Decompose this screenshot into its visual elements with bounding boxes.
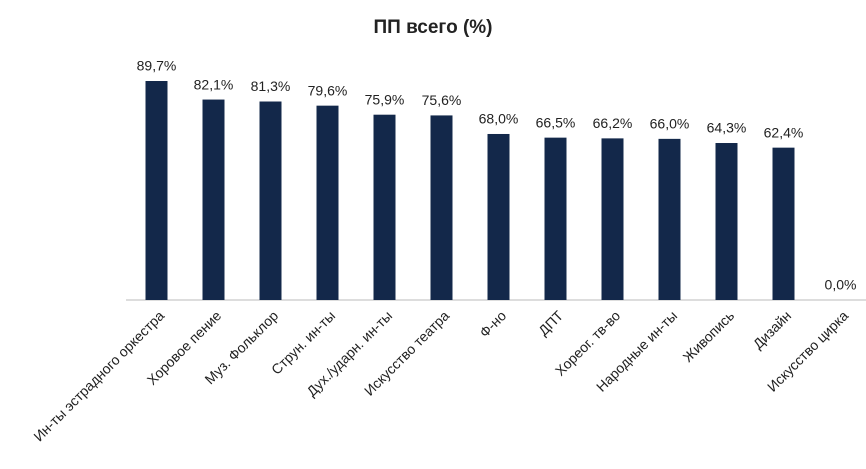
- bar: [430, 115, 453, 301]
- value-label: 66,5%: [536, 114, 576, 130]
- x-tick-label: Дизайн: [750, 307, 795, 352]
- bar: [487, 133, 510, 300]
- value-label: 66,2%: [593, 115, 633, 131]
- value-label: 82,1%: [194, 76, 234, 92]
- bar: [658, 138, 681, 300]
- value-label: 68,0%: [479, 111, 519, 127]
- value-label: 62,4%: [764, 124, 804, 140]
- value-label: 0,0%: [825, 277, 857, 293]
- bar: [772, 147, 795, 300]
- bar: [259, 101, 282, 300]
- bar: [544, 137, 567, 300]
- chart-title: ПП всего (%): [373, 17, 492, 38]
- value-label: 81,3%: [251, 78, 291, 94]
- value-label: 75,6%: [422, 92, 462, 108]
- value-label: 89,7%: [137, 58, 177, 74]
- bar: [316, 105, 339, 300]
- x-tick-label: Живопись: [680, 307, 738, 365]
- bar: [601, 138, 624, 300]
- value-label: 64,3%: [707, 120, 747, 136]
- bar: [145, 81, 168, 300]
- bar: [202, 99, 225, 301]
- bar: [715, 143, 738, 300]
- value-label: 79,6%: [308, 82, 348, 98]
- x-tick-label: Ф-но: [476, 307, 509, 340]
- x-tick-label: ДПТ: [535, 307, 566, 338]
- value-label: 66,0%: [650, 116, 690, 132]
- bar: [373, 114, 396, 300]
- value-label: 75,9%: [365, 91, 405, 107]
